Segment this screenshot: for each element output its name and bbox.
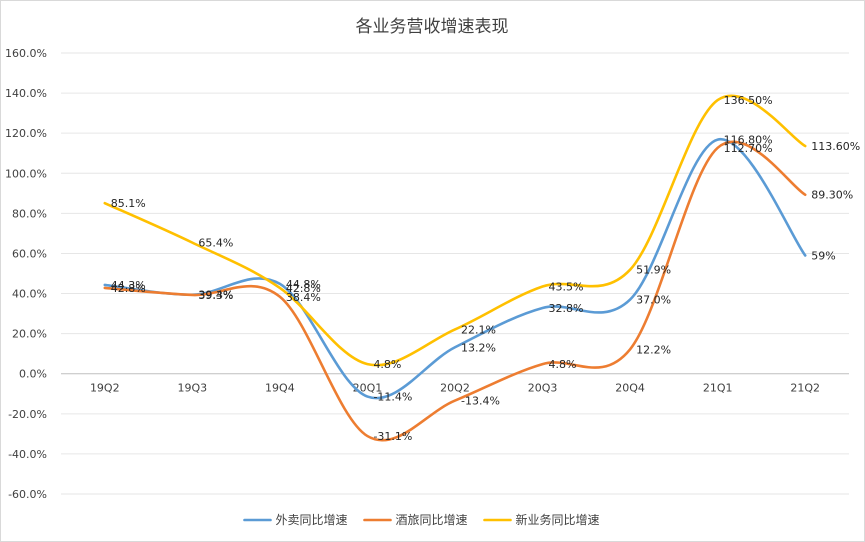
data-label-hotel-travel: 12.2% <box>636 343 671 356</box>
x-tick-label: 20Q2 <box>440 382 470 395</box>
x-tick-label: 20Q3 <box>528 382 558 395</box>
data-label-new-business: 43.5% <box>549 281 584 294</box>
y-tick-label: 60.0% <box>12 247 47 260</box>
data-label-takeaway: 32.8% <box>549 302 584 315</box>
data-label-takeaway: 44.8% <box>286 278 321 291</box>
y-tick-label: 160.0% <box>5 47 47 60</box>
data-label-takeaway: -11.4% <box>373 391 412 404</box>
legend-label-new-business: 新业务同比增速 <box>516 512 600 527</box>
x-tick-label: 19Q3 <box>178 382 208 395</box>
legend-label-hotel-travel: 酒旅同比增速 <box>396 513 468 527</box>
y-tick-label: 20.0% <box>12 328 47 341</box>
y-axis-tick-labels: 160.0% 140.0% 120.0% 100.0% 80.0% 60.0% 40.0% 2… <box>5 47 47 501</box>
x-tick-label: 19Q4 <box>265 382 295 395</box>
data-label-new-business: 42.8% <box>286 282 321 295</box>
data-label-new-business: 65.4% <box>198 237 233 250</box>
x-tick-label: 19Q2 <box>90 382 120 395</box>
data-label-new-business: 85.1% <box>111 197 146 210</box>
y-tick-label: -40.0% <box>8 448 47 461</box>
data-label-takeaway: 13.2% <box>461 341 496 354</box>
data-label-hotel-travel: -31.1% <box>373 430 412 443</box>
x-tick-label: 21Q2 <box>790 382 820 395</box>
series-line-new-business <box>103 94 807 367</box>
data-label-hotel-travel: 38.4% <box>286 291 321 304</box>
data-labels: 44.3% 39.4% 44.8% -11.4% 13.2% 32.8% 37.0% 116.… <box>111 94 860 443</box>
data-label-hotel-travel: 39.3% <box>198 289 233 302</box>
legend: 外卖同比增速 酒旅同比增速 新业务同比增速 <box>243 512 600 527</box>
y-tick-label: -60.0% <box>8 488 47 501</box>
data-label-hotel-travel: 112.70% <box>724 142 773 155</box>
series-line-hotel-travel <box>103 140 807 442</box>
data-label-new-business: 22.1% <box>461 323 496 336</box>
y-tick-label: 140.0% <box>5 87 47 100</box>
series-lines <box>103 94 807 442</box>
y-tick-label: 120.0% <box>5 127 47 140</box>
data-label-hotel-travel: 42.8% <box>111 282 146 295</box>
y-tick-label: 80.0% <box>12 207 47 220</box>
data-label-new-business: 113.60% <box>811 140 860 153</box>
x-axis-tick-labels: 19Q2 19Q3 19Q4 20Q1 20Q2 20Q3 20Q4 21Q1 21Q2 <box>90 382 820 395</box>
data-label-takeaway: 116.80% <box>724 134 773 147</box>
data-label-new-business: 136.50% <box>724 94 773 107</box>
x-tick-label: 21Q1 <box>703 382 733 395</box>
data-label-takeaway: 59% <box>811 249 835 262</box>
y-tick-label: 0.0% <box>19 368 47 381</box>
data-label-hotel-travel: -13.4% <box>461 395 500 408</box>
gridlines <box>61 52 849 495</box>
y-tick-label: -20.0% <box>8 408 47 421</box>
legend-label-takeaway: 外卖同比增速 <box>276 513 348 527</box>
data-label-new-business: 4.8% <box>373 358 401 371</box>
data-label-takeaway: 44.3% <box>111 279 146 292</box>
chart-title: 各业务营收增速表现 <box>356 17 509 37</box>
series-line-takeaway <box>103 138 807 400</box>
data-label-takeaway: 37.0% <box>636 294 671 307</box>
data-label-new-business: 51.9% <box>636 264 671 277</box>
data-label-takeaway: 39.4% <box>198 289 233 302</box>
data-label-hotel-travel: 4.8% <box>549 358 577 371</box>
y-tick-label: 100.0% <box>5 167 47 180</box>
x-tick-label: 20Q4 <box>615 382 645 395</box>
y-tick-label: 40.0% <box>12 288 47 301</box>
data-label-hotel-travel: 89.30% <box>811 189 853 202</box>
